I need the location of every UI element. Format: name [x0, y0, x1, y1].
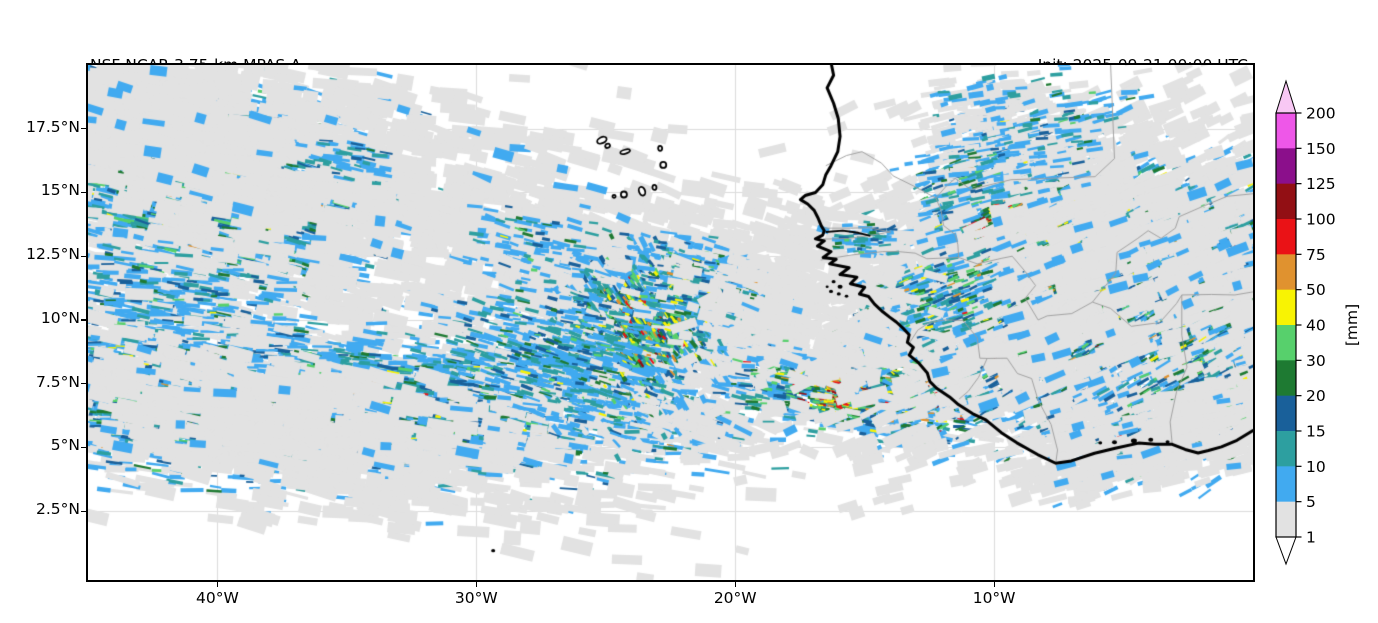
svg-text:75: 75: [1306, 246, 1326, 264]
colorbar: 200 150 125 100 75 50 40 30 20 15 10 5 1: [1270, 75, 1378, 579]
y-tick-label: 15°N: [40, 181, 80, 200]
svg-text:1: 1: [1306, 528, 1316, 546]
y-tick-mark: [81, 191, 86, 194]
map-canvas: [88, 65, 1253, 580]
y-tick-label: 7.5°N: [36, 372, 80, 391]
colorbar-under-arrow: [1275, 536, 1297, 566]
x-tick-label: 20°W: [713, 589, 757, 607]
svg-text:150: 150: [1306, 140, 1336, 158]
svg-text:125: 125: [1306, 175, 1336, 193]
x-tick-label: 40°W: [196, 589, 239, 607]
svg-text:10: 10: [1306, 458, 1326, 476]
y-tick-mark: [81, 383, 86, 385]
svg-text:5: 5: [1306, 493, 1316, 511]
x-tick-mark: [216, 582, 219, 587]
y-tick-mark: [81, 319, 86, 321]
svg-text:20: 20: [1306, 387, 1326, 405]
y-tick-label: 10°N: [40, 308, 80, 327]
y-tick-mark: [81, 510, 86, 512]
y-tick-mark: [81, 128, 86, 130]
x-tick-label: 30°W: [454, 589, 498, 607]
x-tick-label: 10°W: [972, 589, 1016, 607]
x-tick-mark: [475, 582, 478, 587]
x-tick-mark: [993, 582, 995, 587]
y-tick-label: 12.5°N: [26, 245, 80, 264]
y-tick-label: 5°N: [50, 436, 80, 455]
svg-text:40: 40: [1306, 316, 1326, 334]
y-tick-label: 2.5°N: [36, 500, 80, 519]
y-tick-mark: [81, 255, 86, 257]
colorbar-units-label: [mm]: [1343, 303, 1361, 347]
y-tick-label: 17.5°N: [26, 117, 80, 136]
x-tick-mark: [734, 582, 736, 587]
svg-text:15: 15: [1306, 422, 1326, 440]
y-tick-mark: [81, 446, 86, 449]
colorbar-over-arrow: [1275, 79, 1297, 114]
svg-text:200: 200: [1306, 105, 1336, 123]
svg-text:50: 50: [1306, 281, 1326, 299]
svg-text:30: 30: [1306, 352, 1326, 370]
svg-text:100: 100: [1306, 210, 1336, 228]
plot-frame: [86, 63, 1255, 582]
